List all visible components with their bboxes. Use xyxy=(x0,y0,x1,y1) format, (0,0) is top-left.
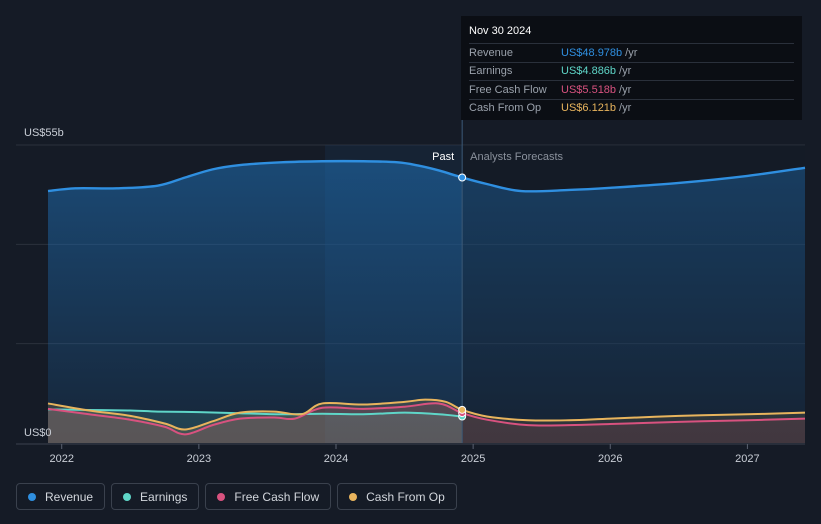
line-earnings xyxy=(47,408,463,418)
legend-item-cash-from-op[interactable]: Cash From Op xyxy=(337,483,457,510)
tooltip-unit: /yr xyxy=(619,102,632,115)
tooltip-label: Free Cash Flow xyxy=(469,83,547,96)
x-tick-label: 2026 xyxy=(598,453,622,465)
x-tick-label: 2023 xyxy=(187,453,211,465)
area-free-cash-flow xyxy=(48,403,805,443)
tooltip-row-earnings: Earnings US$4.886b/yr xyxy=(469,61,794,81)
x-tick-label: 2022 xyxy=(49,453,73,465)
tooltip-date: Nov 30 2024 xyxy=(469,25,532,37)
marker-cash-from-op xyxy=(458,405,467,414)
past-label: Past xyxy=(432,151,454,163)
series-lines xyxy=(47,159,806,436)
legend-item-free-cash-flow[interactable]: Free Cash Flow xyxy=(205,483,332,510)
legend-dot-icon xyxy=(28,492,36,501)
tooltip-value: US$6.121b xyxy=(561,102,617,115)
legend-dot-icon xyxy=(217,492,226,501)
legend-dot-icon xyxy=(123,492,132,501)
forecast-label: Analysts Forecasts xyxy=(470,151,563,163)
tooltip-label: Revenue xyxy=(469,46,514,59)
series-areas xyxy=(48,145,805,444)
legend-label: Free Cash Flow xyxy=(234,489,320,504)
x-axis-ticks: 2022 2023 2024 2025 2026 2027 xyxy=(49,444,760,465)
forecast-dim xyxy=(462,145,805,443)
tooltip-row-cash-from-op: Cash From Op US$6.121b/yr xyxy=(469,98,794,118)
tooltip-row-free-cash-flow: Free Cash Flow US$5.518b/yr xyxy=(469,80,794,99)
area-earnings xyxy=(48,409,463,443)
legend-label: Revenue xyxy=(45,489,94,504)
marker-revenue xyxy=(458,173,467,182)
area-revenue xyxy=(48,161,805,444)
tooltip-unit: /yr xyxy=(619,83,632,96)
tooltip-label: Cash From Op xyxy=(469,102,542,115)
y-axis-bottom-label: US$0 xyxy=(24,427,52,439)
x-tick-label: 2025 xyxy=(461,453,485,465)
line-revenue xyxy=(47,159,806,193)
x-tick-label: 2024 xyxy=(324,453,348,465)
tooltip-row-revenue: Revenue US$48.978b/yr xyxy=(469,43,794,62)
tooltip-unit: /yr xyxy=(619,65,632,78)
legend-item-earnings[interactable]: Earnings xyxy=(111,483,200,510)
tooltip-unit: /yr xyxy=(625,46,638,59)
tooltip-label: Earnings xyxy=(469,65,513,78)
line-free-cash-flow xyxy=(47,402,806,436)
legend-dot-icon xyxy=(349,492,358,501)
legend: Revenue Earnings Free Cash Flow Cash From O… xyxy=(16,483,457,510)
tooltip-value: US$48.978b xyxy=(561,46,623,59)
legend-label: Earnings xyxy=(140,489,188,504)
hover-markers xyxy=(458,173,467,421)
line-cash-from-op xyxy=(47,398,806,431)
y-axis-top-label: US$55b xyxy=(24,127,64,139)
tooltip-value: US$4.886b xyxy=(561,65,617,78)
x-tick-label: 2027 xyxy=(735,453,759,465)
tooltip: Nov 30 2024 Revenue US$48.978b/yr Earnings… xyxy=(461,16,802,120)
legend-item-revenue[interactable]: Revenue xyxy=(16,483,106,510)
tooltip-value: US$5.518b xyxy=(561,83,617,96)
area-cash-from-op xyxy=(48,399,805,443)
legend-label: Cash From Op xyxy=(366,489,445,504)
